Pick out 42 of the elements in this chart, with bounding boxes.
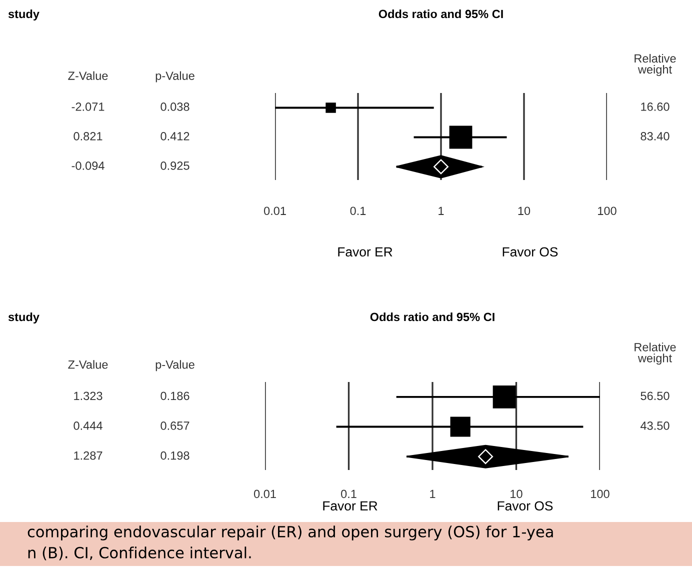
x-tick-label: 0.01 — [254, 490, 276, 498]
text: -2.071 — [72, 102, 104, 111]
x-tick-label: 0.1 — [341, 490, 356, 498]
text: Z-Value — [68, 71, 108, 80]
text: 16.60 — [641, 102, 670, 111]
text: p-Value — [156, 71, 194, 82]
text: study — [8, 10, 40, 20]
x-tick-label: 10 — [510, 490, 522, 498]
text: 1.287 — [74, 451, 102, 460]
text: Relative weight — [634, 54, 676, 76]
text: -0.094 — [72, 162, 104, 170]
x-tick-label: 1 — [430, 490, 436, 498]
text: 83.40 — [640, 132, 670, 140]
text: 1.323 — [74, 392, 102, 400]
chart-title: Odds ratio and 95% CI — [378, 10, 503, 18]
text: 0.198 — [160, 451, 190, 460]
text: Z-Value — [68, 360, 108, 369]
text: 0.412 — [160, 132, 190, 140]
text: Favor ER — [323, 501, 378, 511]
x-tick-label: 100 — [598, 206, 616, 216]
x-tick-label: 100 — [591, 490, 610, 498]
text: comparing endovascular repair (ER) and open surgery (OS) for 1-yea — [28, 526, 553, 540]
text: 0.186 — [160, 392, 190, 400]
x-tick-label: 0.1 — [350, 206, 366, 216]
x-tick-label: 1 — [438, 206, 444, 215]
text: 0.657 — [160, 422, 190, 430]
text: Favor OS — [502, 247, 558, 257]
chart-title: Odds ratio and 95% CI — [370, 312, 494, 322]
text: p-Value — [156, 360, 194, 372]
text: 0.821 — [74, 132, 102, 140]
text: n (B). CI, Confidence interval. — [28, 546, 251, 560]
text: Favor OS — [498, 501, 553, 511]
text: 0.925 — [160, 162, 190, 170]
text: study — [8, 312, 40, 324]
x-tick-label: 0.01 — [264, 206, 286, 216]
text: Favor ER — [338, 247, 392, 257]
text: 43.50 — [640, 422, 670, 430]
text: Relative weight — [634, 342, 676, 365]
text: 0.038 — [160, 102, 190, 111]
text: 0.444 — [74, 422, 102, 430]
text: 56.50 — [640, 392, 670, 400]
x-tick-label: 10 — [518, 206, 530, 216]
